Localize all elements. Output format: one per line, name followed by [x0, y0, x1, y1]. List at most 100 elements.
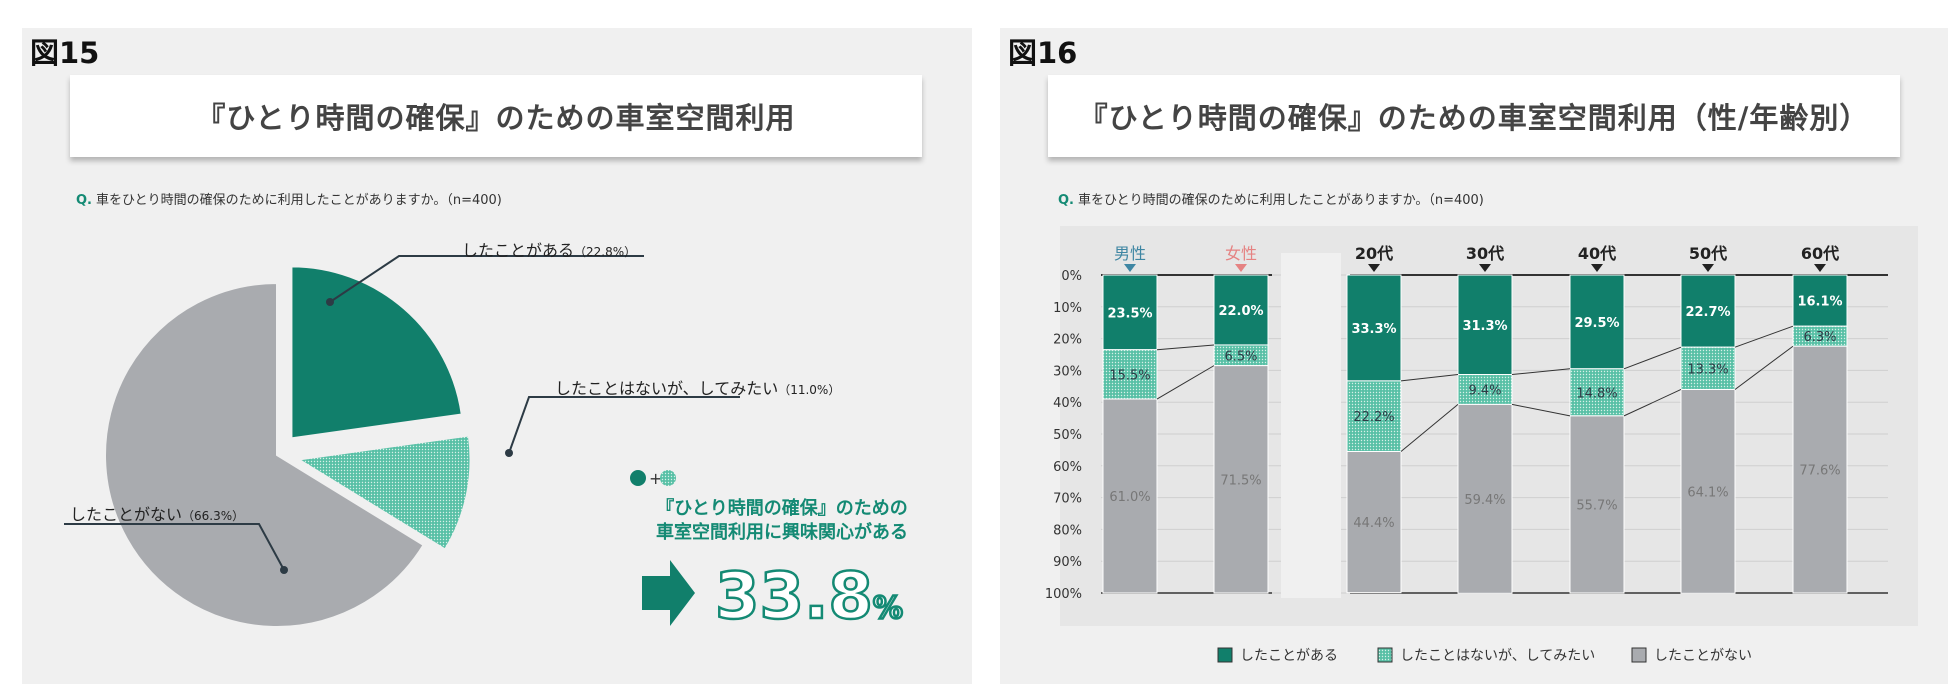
category-label: 男性 — [1114, 244, 1146, 263]
bar-segment-had — [1792, 274, 1848, 327]
bar-segment-had — [1680, 274, 1736, 348]
y-tick-label: 70% — [1053, 492, 1082, 507]
legend-swatch — [1377, 647, 1393, 663]
bar-value-label: 59.4% — [1464, 493, 1505, 508]
leader-dot — [505, 449, 513, 457]
leader-dot — [326, 298, 334, 306]
figure-16-label: 図16 — [1008, 36, 1078, 70]
bar-value-label: 6.3% — [1803, 330, 1836, 345]
y-tick-label: 60% — [1053, 460, 1082, 475]
connector-line — [1511, 403, 1571, 417]
bar-segment-never — [1680, 388, 1736, 594]
bar-segment-never — [1569, 415, 1625, 594]
leader-dot — [280, 566, 288, 574]
question-prefix: Q. — [76, 193, 92, 208]
leader-line — [64, 523, 285, 571]
bar-value-label: 13.3% — [1687, 362, 1728, 377]
legend-swatch — [1217, 647, 1233, 663]
teal-dot-icon — [660, 470, 676, 486]
pie-slice-never — [104, 281, 425, 628]
bar-value-label: 22.7% — [1685, 305, 1730, 320]
bar-segment-had — [1213, 274, 1269, 346]
bar-value-label: 61.0% — [1109, 490, 1150, 505]
bar-segment-never — [1457, 403, 1513, 594]
question-prefix: Q. — [1058, 193, 1074, 208]
bar-value-label: 23.5% — [1107, 306, 1152, 321]
svg-text:したことがある（22.8%）: したことがある（22.8%） — [462, 241, 636, 260]
legend-swatch — [1631, 647, 1647, 663]
big-value: 33.8 — [715, 560, 873, 634]
y-tick-label: 100% — [1045, 587, 1082, 602]
legend-label: したことがある — [1240, 648, 1338, 664]
bar-value-label: 44.4% — [1353, 516, 1394, 531]
category-label: 50代 — [1689, 244, 1727, 263]
bar-value-label: 22.2% — [1353, 410, 1394, 425]
slice-pct-never: （66.3%） — [182, 509, 244, 523]
triangle-down-icon — [1591, 264, 1603, 272]
bar-segment-want — [1569, 368, 1625, 417]
figure-16-title: 『ひとり時間の確保』のための車室空間利用（性/年齢別） — [1048, 75, 1900, 157]
question-text: 車をひとり時間の確保のために利用したことがありますか。（n=400) — [1078, 193, 1484, 208]
category-label: 60代 — [1801, 244, 1839, 263]
callout-line-2: 車室空間利用に興味関心がある — [656, 521, 908, 543]
bar-value-label: 29.5% — [1574, 316, 1619, 331]
bar-segment-want — [1102, 349, 1158, 400]
triangle-down-icon — [1124, 264, 1136, 272]
svg-text:したことはないが、してみたい（11.0%）: したことはないが、してみたい（11.0%） — [555, 379, 840, 398]
triangle-down-icon — [1814, 264, 1826, 272]
pie-slice-want — [295, 434, 472, 551]
y-tick-label: 80% — [1053, 523, 1082, 538]
figure-16-question: Q. 車をひとり時間の確保のために利用したことがありますか。（n=400) — [1058, 189, 1484, 208]
bar-segment-never — [1102, 398, 1158, 594]
y-tick-label: 20% — [1053, 333, 1082, 348]
legend-label: したことがない — [1654, 648, 1752, 664]
figure-15-question: Q. 車をひとり時間の確保のために利用したことがありますか。（n=400) — [76, 189, 502, 208]
bar-value-label: 15.5% — [1109, 368, 1150, 383]
bar-value-label: 71.5% — [1220, 473, 1261, 488]
slice-pct-had: （22.8%） — [574, 245, 636, 259]
slice-label-had: したことがある — [462, 241, 574, 260]
plus-sign: + — [649, 469, 662, 488]
connector-line — [1623, 346, 1682, 370]
question-text: 車をひとり時間の確保のために利用したことがありますか。（n=400) — [96, 193, 502, 208]
bar-value-label: 55.7% — [1576, 498, 1617, 513]
leader-line — [329, 255, 644, 303]
category-label: 女性 — [1225, 244, 1257, 263]
category-label: 20代 — [1355, 244, 1393, 263]
y-tick-label: 0% — [1061, 269, 1082, 284]
stacked-bar-chart: 0% 10% 20% 30% 40% 50% 60% 70% 80% 90% 100% 23.5% 1… — [1045, 226, 1918, 664]
y-tick-label: 90% — [1053, 555, 1082, 570]
svg-text:したことがない（66.3%）: したことがない（66.3%） — [70, 505, 244, 524]
connector-line — [1511, 368, 1571, 376]
leader-line — [508, 396, 740, 454]
category-label: 30代 — [1466, 244, 1504, 263]
legend-label: したことはないが、してみたい — [1400, 648, 1595, 664]
category-label: 40代 — [1578, 244, 1616, 263]
arrow-right-icon — [642, 560, 695, 626]
bar-value-label: 22.0% — [1218, 304, 1263, 319]
connector-line — [1400, 374, 1459, 382]
pie-chart: したことがある（22.8%） したことはないが、してみたい（11.0%） したこ… — [64, 241, 908, 635]
callout-line-1: 『ひとり時間の確保』のための — [656, 497, 907, 519]
triangle-down-icon — [1479, 264, 1491, 272]
bar-value-label: 33.3% — [1351, 322, 1396, 337]
bar-value-label: 6.5% — [1224, 349, 1257, 364]
triangle-down-icon — [1235, 264, 1247, 272]
bar-value-label: 14.8% — [1576, 386, 1617, 401]
bar-value-label: 31.3% — [1462, 319, 1507, 334]
bar-segment-had — [1457, 274, 1513, 376]
big-unit: % — [873, 591, 903, 626]
bar-segment-never — [1792, 345, 1848, 594]
bar-segment-had — [1346, 274, 1402, 382]
bar-segment-had — [1102, 274, 1158, 351]
group-separator — [1281, 253, 1341, 598]
y-tick-label: 40% — [1053, 396, 1082, 411]
bar-segment-never — [1213, 365, 1269, 594]
bar-value-label: 77.6% — [1799, 464, 1840, 479]
y-tick-label: 10% — [1053, 301, 1082, 316]
triangle-down-icon — [1368, 264, 1380, 272]
green-dot-icon — [630, 470, 646, 486]
connector-line — [1156, 344, 1215, 351]
big-percentage: 33.8% — [715, 560, 903, 634]
pie-slice-had — [290, 265, 463, 440]
